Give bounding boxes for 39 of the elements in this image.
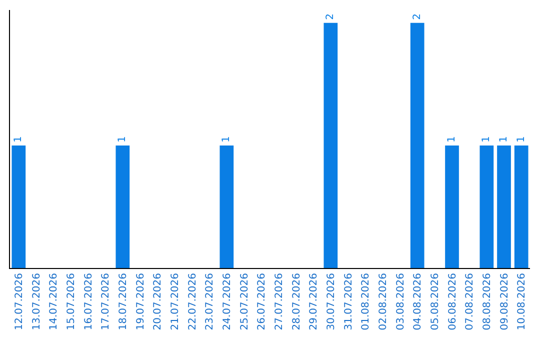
x-tick-label: 19.07.2026 <box>135 273 146 330</box>
data-label: 1 <box>221 136 232 142</box>
x-tick-label: 10.08.2026 <box>516 273 528 330</box>
x-tick-label: 24.07.2026 <box>222 273 233 330</box>
x-tick-label: 08.08.2026 <box>482 273 493 330</box>
x-tick-label: 15.07.2026 <box>66 273 77 330</box>
data-label: 2 <box>412 14 423 20</box>
data-label: 1 <box>516 136 527 142</box>
data-label: 1 <box>117 136 128 142</box>
x-tick-label: 27.07.2026 <box>274 273 285 330</box>
x-tick-label: 16.07.2026 <box>83 273 94 330</box>
x-tick-label: 22.07.2026 <box>187 273 198 330</box>
data-label: 1 <box>481 136 492 142</box>
x-tick-label: 28.07.2026 <box>291 273 302 330</box>
x-tick-label: 26.07.2026 <box>256 273 268 330</box>
x-tick-label: 02.08.2026 <box>378 273 389 330</box>
x-tick-label: 18.07.2026 <box>118 273 129 330</box>
x-tick-label: 13.07.2026 <box>31 273 42 330</box>
x-tick-label: 09.08.2026 <box>499 273 510 330</box>
x-tick-label: 17.07.2026 <box>100 273 112 330</box>
data-label: 1 <box>13 136 24 142</box>
x-tick-label: 05.08.2026 <box>430 273 441 330</box>
x-tick-label: 12.07.2026 <box>14 273 25 330</box>
x-tick-label: 25.07.2026 <box>239 273 250 330</box>
x-tick-label: 20.07.2026 <box>152 273 164 330</box>
x-tick-label: 30.07.2026 <box>326 273 337 330</box>
x-tick-label: 14.07.2026 <box>48 273 60 330</box>
x-tick-label: 29.07.2026 <box>308 273 320 330</box>
data-label: 1 <box>446 136 458 142</box>
x-tick-label: 31.07.2026 <box>343 273 354 330</box>
x-tick-label: 23.07.2026 <box>204 273 216 330</box>
x-tick-label: 03.08.2026 <box>395 273 406 330</box>
x-tick-label: 07.08.2026 <box>464 273 476 330</box>
data-label: 2 <box>325 14 336 20</box>
x-tick-label: 21.07.2026 <box>170 273 181 330</box>
x-tick-label: 06.08.2026 <box>447 273 458 330</box>
x-tick-label: 04.08.2026 <box>412 273 424 330</box>
data-label: 1 <box>498 136 510 142</box>
x-tick-label: 01.08.2026 <box>360 273 372 330</box>
